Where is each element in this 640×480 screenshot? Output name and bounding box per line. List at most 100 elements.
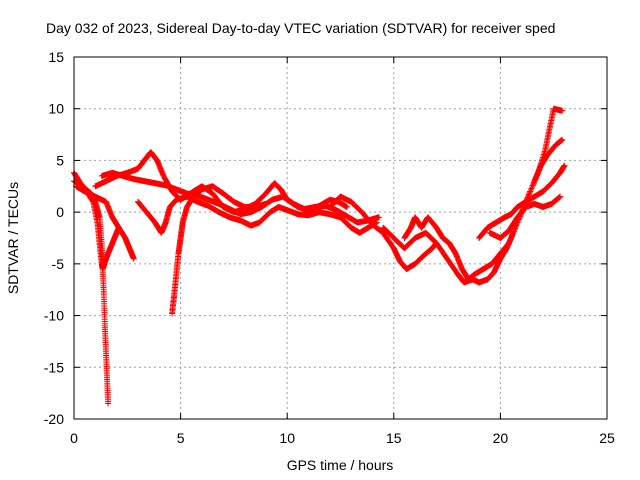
chart-title: Day 032 of 2023, Sidereal Day-to-day VTE… [46, 20, 555, 36]
data-point [186, 206, 188, 208]
data-point [104, 325, 106, 327]
data-point [169, 206, 171, 208]
data-point [550, 182, 553, 184]
data-point [399, 261, 402, 263]
data-point [109, 247, 111, 250]
y-tick-label: 10 [48, 101, 64, 117]
data-point [493, 271, 495, 273]
data-point [164, 221, 167, 224]
x-tick-label: 25 [599, 430, 615, 446]
data-point [548, 128, 551, 131]
data-point [132, 178, 135, 180]
x-tick-label: 15 [386, 430, 402, 446]
y-tick-label: -5 [52, 256, 65, 272]
data-point [243, 206, 246, 208]
data-point [271, 198, 274, 201]
data-point [105, 351, 107, 353]
data-point [410, 226, 412, 229]
data-point [442, 237, 444, 239]
data-point [171, 190, 173, 193]
data-series [476, 162, 568, 241]
data-point [525, 201, 527, 203]
data-point [175, 188, 178, 191]
data-point [175, 273, 178, 276]
data-point [478, 281, 480, 284]
data-point [177, 252, 180, 255]
data-point [550, 203, 553, 205]
data-point [218, 211, 220, 213]
data-point [350, 201, 353, 203]
data-point [75, 185, 77, 188]
data-point [124, 237, 126, 239]
data-point [382, 226, 384, 229]
data-point [448, 242, 451, 244]
data-point [420, 226, 423, 229]
data-point [201, 188, 203, 191]
data-point [277, 206, 280, 208]
y-axis-label: SDTVAR / TECUs [5, 182, 21, 294]
data-point [207, 198, 210, 201]
y-tick-label: -15 [44, 359, 64, 375]
data-point [544, 149, 546, 151]
data-point [105, 180, 107, 182]
plot-area [71, 105, 568, 407]
data-point [339, 195, 342, 198]
data-point [533, 195, 536, 198]
data-point [222, 192, 224, 195]
data-point [265, 203, 267, 205]
data-point [371, 223, 374, 226]
data-point [403, 247, 406, 250]
x-tick-label: 20 [493, 430, 509, 446]
data-point [207, 205, 210, 207]
data-point [107, 402, 109, 405]
data-point [105, 257, 107, 260]
data-point [145, 211, 148, 213]
y-tick-label: 0 [56, 204, 64, 220]
data-point [318, 211, 321, 213]
data-point [113, 237, 116, 239]
data-point [552, 107, 555, 110]
data-point [160, 232, 163, 234]
data-point [461, 268, 463, 270]
data-point [414, 237, 416, 239]
plot-frame [73, 56, 608, 420]
data-point [516, 206, 519, 208]
data-point [156, 159, 158, 162]
data-point [132, 257, 135, 260]
data-point [405, 268, 408, 270]
data-point [273, 182, 276, 184]
data-point [561, 110, 563, 112]
y-tick-label: 5 [56, 152, 64, 168]
data-point [491, 263, 493, 265]
data-point [162, 175, 165, 177]
data-point [335, 209, 338, 211]
data-point [150, 151, 152, 153]
data-point [239, 213, 242, 215]
data-point [233, 201, 235, 203]
data-point [375, 221, 378, 224]
data-point [111, 216, 114, 219]
data-point [454, 252, 457, 255]
data-point [488, 232, 491, 234]
data-point [414, 263, 416, 265]
data-point [239, 219, 242, 222]
data-point [378, 216, 380, 219]
data-point [122, 175, 124, 177]
data-point [561, 138, 563, 141]
data-point [211, 185, 214, 188]
data-point [339, 216, 342, 219]
data-point [542, 190, 544, 193]
data-point [435, 226, 438, 229]
y-tick-label: -20 [44, 411, 64, 427]
data-point [414, 216, 416, 219]
data-point [269, 211, 271, 213]
grid [74, 57, 607, 419]
data-point [228, 216, 231, 219]
y-tick-label: -10 [44, 308, 64, 324]
data-point [303, 208, 306, 210]
data-point [510, 213, 512, 215]
data-point [555, 144, 557, 146]
data-point [314, 206, 316, 208]
x-tick-label: 5 [177, 430, 185, 446]
data-point [105, 201, 107, 203]
